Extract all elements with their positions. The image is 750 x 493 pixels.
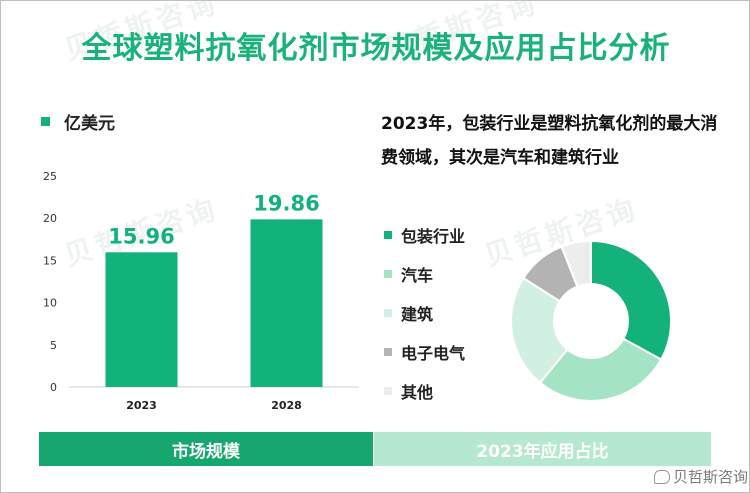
footer-market-size: 市场规模	[39, 432, 373, 466]
legend-label: 包装行业	[401, 226, 466, 246]
footer-application-share: 2023年应用占比	[374, 432, 711, 466]
y-tick-label: 0	[50, 381, 57, 394]
pie-legend: 包装行业汽车建筑电子电气其他	[384, 215, 465, 410]
donut-slice	[510, 276, 569, 385]
legend-swatch	[384, 347, 392, 356]
y-tick-label: 10	[43, 297, 57, 310]
legend-swatch	[384, 308, 392, 317]
legend-label: 汽车	[401, 265, 434, 285]
bar	[250, 219, 323, 387]
bar	[105, 252, 178, 387]
donut-slice	[590, 239, 672, 361]
legend-swatch	[384, 386, 392, 395]
brand-name: 贝哲斯咨询	[673, 468, 749, 486]
donut-slice	[560, 239, 592, 288]
x-tick-label: 2028	[271, 399, 302, 412]
headline-text: 2023年，包装行业是塑料抗氧化剂的最大消费领域，其次是汽车和建筑行业	[381, 114, 718, 168]
legend-item: 包装行业	[384, 215, 465, 254]
unit-label: 亿美元	[64, 114, 115, 134]
legend-swatch	[384, 269, 392, 278]
legend-label: 其他	[401, 382, 434, 402]
unit-legend: 亿美元	[41, 109, 115, 134]
legend-swatch	[41, 117, 50, 126]
donut-slice	[538, 337, 663, 402]
legend-item: 其他	[384, 371, 465, 410]
brand: 贝哲斯咨询	[654, 466, 748, 487]
legend-item: 电子电气	[384, 332, 465, 371]
chart-title: 全球塑料抗氧化剂市场规模及应用占比分析	[81, 31, 671, 66]
y-tick-label: 20	[43, 212, 57, 225]
legend-swatch	[384, 230, 392, 239]
weibo-logo-icon	[654, 469, 670, 484]
bar-data-label: 19.86	[253, 191, 319, 215]
x-tick-label: 2023	[126, 399, 157, 412]
legend-label: 建筑	[401, 304, 434, 324]
y-tick-label: 25	[43, 170, 57, 183]
y-tick-label: 5	[50, 339, 57, 352]
legend-label: 电子电气	[401, 343, 466, 363]
legend-item: 汽车	[384, 254, 465, 293]
bar-data-label: 15.96	[108, 224, 174, 248]
y-tick-label: 15	[43, 254, 57, 267]
legend-item: 建筑	[384, 293, 465, 332]
